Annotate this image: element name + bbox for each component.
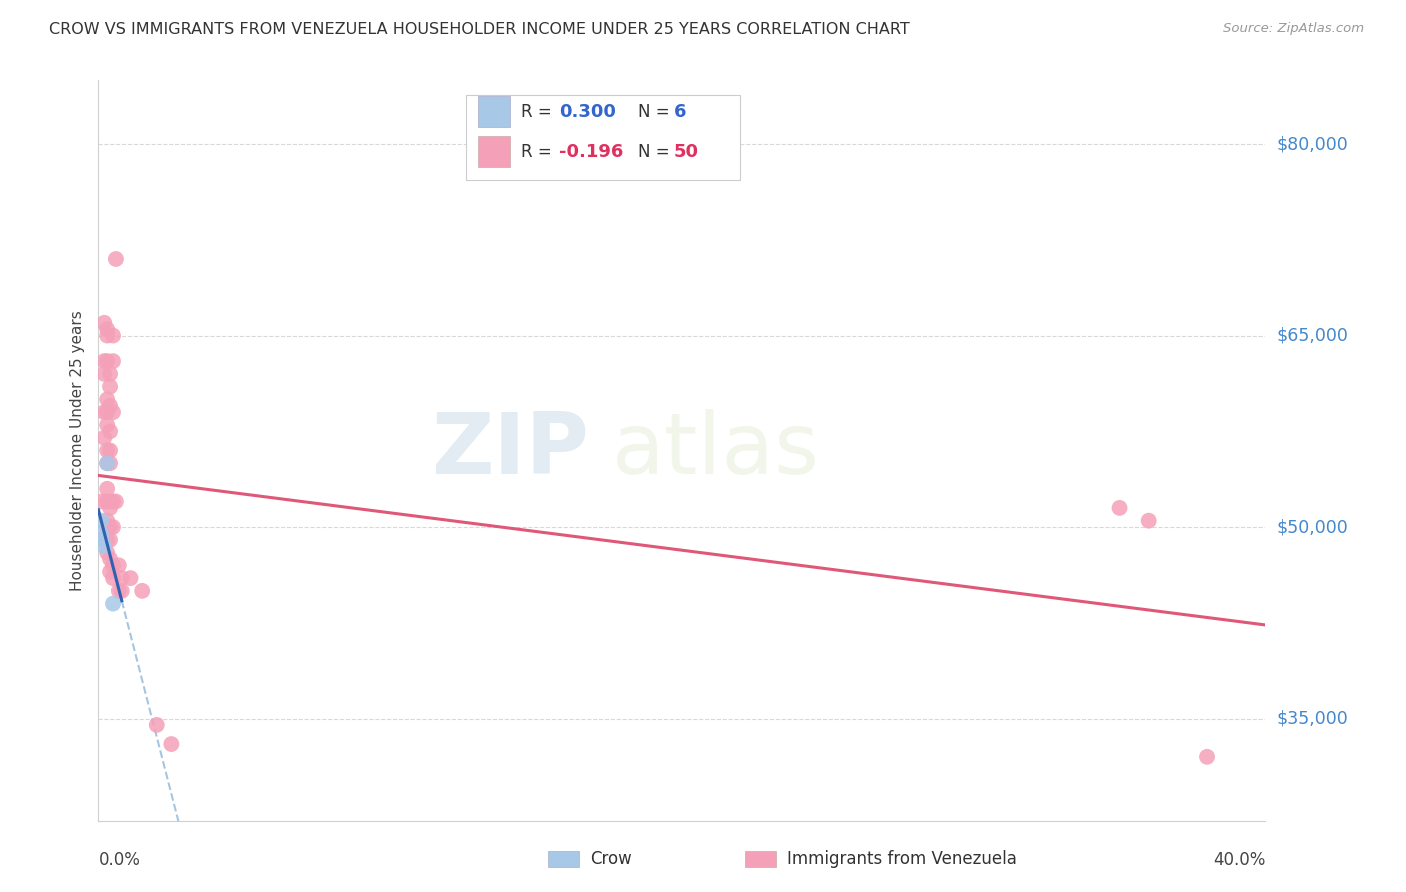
- FancyBboxPatch shape: [478, 136, 510, 168]
- Point: [93, 431, 115, 445]
- Point: [101, 520, 124, 534]
- Point: [96, 494, 118, 508]
- Point: [96, 456, 118, 470]
- Point: [131, 583, 153, 598]
- Text: Immigrants from Venezuela: Immigrants from Venezuela: [787, 850, 1017, 868]
- Point: [98, 520, 121, 534]
- Point: [111, 571, 134, 585]
- Text: $65,000: $65,000: [1277, 326, 1348, 344]
- Point: [1108, 500, 1130, 515]
- Text: 0.300: 0.300: [560, 103, 616, 121]
- Point: [101, 354, 124, 368]
- Point: [96, 328, 118, 343]
- Point: [96, 514, 118, 528]
- Text: atlas: atlas: [612, 409, 820, 492]
- Point: [96, 354, 118, 368]
- Point: [101, 571, 124, 585]
- Point: [96, 443, 118, 458]
- Text: Source: ZipAtlas.com: Source: ZipAtlas.com: [1223, 22, 1364, 36]
- Point: [101, 494, 124, 508]
- Point: [120, 571, 142, 585]
- Point: [98, 500, 121, 515]
- Point: [98, 367, 121, 381]
- Point: [101, 597, 124, 611]
- Point: [90, 514, 112, 528]
- Point: [96, 405, 118, 419]
- Point: [93, 316, 115, 330]
- Point: [90, 533, 112, 547]
- Point: [101, 328, 124, 343]
- Point: [98, 379, 121, 393]
- Text: $50,000: $50,000: [1277, 518, 1348, 536]
- Text: N =: N =: [637, 143, 675, 161]
- Text: R =: R =: [520, 143, 557, 161]
- FancyBboxPatch shape: [478, 96, 510, 128]
- Point: [104, 494, 127, 508]
- Point: [146, 718, 169, 732]
- Point: [98, 443, 121, 458]
- Text: 0.0%: 0.0%: [98, 851, 141, 869]
- Point: [93, 367, 115, 381]
- Text: R =: R =: [520, 103, 557, 121]
- Point: [96, 545, 118, 559]
- Point: [108, 583, 131, 598]
- Point: [1137, 514, 1160, 528]
- Point: [96, 456, 118, 470]
- Point: [98, 552, 121, 566]
- Point: [93, 354, 115, 368]
- Point: [101, 558, 124, 573]
- Text: $35,000: $35,000: [1277, 709, 1348, 728]
- Point: [90, 526, 112, 541]
- Text: N =: N =: [637, 103, 675, 121]
- Point: [98, 533, 121, 547]
- Text: ZIP: ZIP: [430, 409, 589, 492]
- Y-axis label: Householder Income Under 25 years: Householder Income Under 25 years: [69, 310, 84, 591]
- Point: [101, 405, 124, 419]
- Point: [90, 494, 112, 508]
- Point: [1195, 749, 1218, 764]
- Point: [98, 456, 121, 470]
- Text: $80,000: $80,000: [1277, 135, 1348, 153]
- Point: [93, 539, 115, 553]
- Text: CROW VS IMMIGRANTS FROM VENEZUELA HOUSEHOLDER INCOME UNDER 25 YEARS CORRELATION : CROW VS IMMIGRANTS FROM VENEZUELA HOUSEH…: [49, 22, 910, 37]
- Point: [96, 392, 118, 407]
- Point: [98, 425, 121, 439]
- Point: [98, 494, 121, 508]
- Point: [160, 737, 183, 751]
- FancyBboxPatch shape: [465, 95, 741, 180]
- Point: [96, 520, 118, 534]
- Text: 40.0%: 40.0%: [1213, 851, 1265, 869]
- Point: [108, 558, 131, 573]
- Point: [104, 252, 127, 266]
- Text: 6: 6: [673, 103, 686, 121]
- Point: [96, 482, 118, 496]
- Text: 50: 50: [673, 143, 699, 161]
- Point: [98, 399, 121, 413]
- Point: [96, 417, 118, 432]
- Point: [98, 565, 121, 579]
- Point: [93, 405, 115, 419]
- Text: Crow: Crow: [591, 850, 633, 868]
- Point: [96, 322, 118, 336]
- Text: -0.196: -0.196: [560, 143, 624, 161]
- Point: [111, 583, 134, 598]
- Point: [96, 533, 118, 547]
